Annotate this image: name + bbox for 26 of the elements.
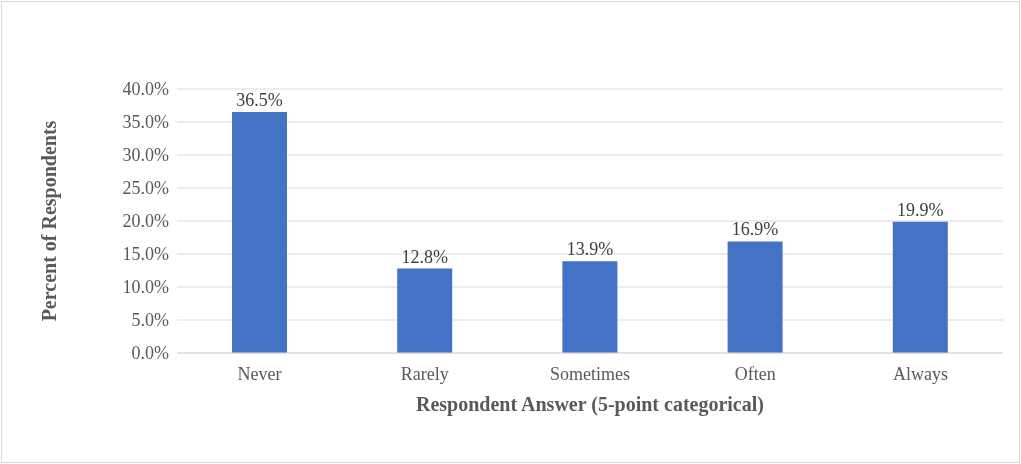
- data-label: 13.9%: [566, 239, 614, 260]
- x-tick-label: Sometimes: [550, 363, 630, 384]
- y-tick-label: 20.0%: [122, 211, 169, 232]
- data-label: 12.8%: [401, 246, 448, 267]
- y-tick-label: 10.0%: [122, 277, 169, 298]
- y-tick-label: 30.0%: [122, 145, 169, 166]
- x-tick-label: Never: [237, 363, 282, 384]
- data-label: 16.9%: [731, 219, 779, 240]
- bar: [232, 112, 287, 353]
- bar: [562, 261, 618, 353]
- data-label: 36.5%: [236, 90, 283, 111]
- x-tick-label: Always: [892, 363, 948, 384]
- x-tick-label: Rarely: [400, 363, 449, 384]
- y-tick-label: 35.0%: [122, 112, 169, 133]
- bar: [397, 268, 453, 353]
- bar: [892, 221, 948, 353]
- x-tick-label: Often: [734, 363, 776, 384]
- y-axis-title: Percent of Respondents: [38, 120, 62, 322]
- data-label: 19.9%: [897, 199, 944, 220]
- y-tick-label: 40.0%: [122, 79, 169, 100]
- y-tick-label: 25.0%: [122, 178, 169, 199]
- bar: [727, 241, 783, 353]
- x-axis-title: Respondent Answer (5-point categorical): [416, 393, 764, 416]
- y-tick-label: 5.0%: [131, 310, 169, 331]
- y-tick-label: 15.0%: [122, 244, 169, 265]
- y-tick-label: 0.0%: [131, 343, 169, 364]
